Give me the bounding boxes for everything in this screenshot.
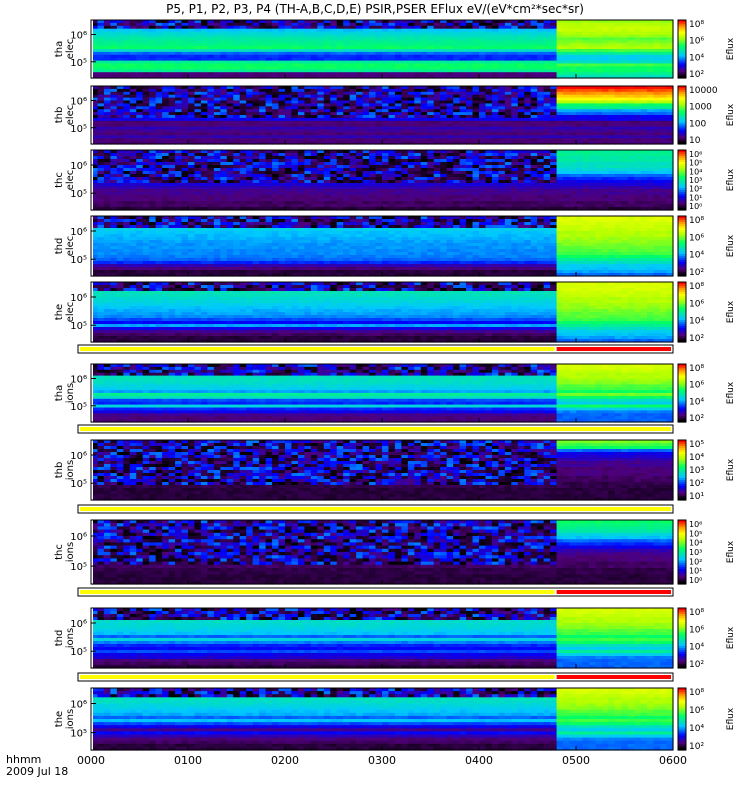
- colorbar-tick-label: 1000: [689, 103, 712, 113]
- heatmap-cells: [91, 86, 674, 145]
- panel-species-label: elec: [65, 39, 76, 60]
- panel-probe-label: thb: [54, 107, 65, 124]
- colorbar-label: Eflux: [726, 103, 736, 126]
- heatmap-cells: [91, 20, 674, 79]
- colorbar-tick-label: 10²: [689, 70, 704, 80]
- colorbar-tick-label: 10⁶: [689, 37, 704, 47]
- colorbar-tick-label: 10⁴: [689, 53, 704, 63]
- colorbar-tick-label: 10: [689, 136, 701, 146]
- colorbar: 10⁸ 10⁶ 10⁴ 10² Eflux: [678, 20, 736, 80]
- colorbar-tick-label: 100: [689, 119, 706, 129]
- colorbar-label: Eflux: [726, 37, 736, 60]
- colorbar-tick-label: 10⁸: [689, 20, 704, 30]
- heatmap-cells: [91, 150, 674, 211]
- colorbar-tick-label: 10000: [689, 86, 718, 96]
- panel-species-label: elec: [65, 105, 76, 126]
- colorbar: 10000 1000 100 10 Eflux: [678, 86, 736, 146]
- figure-title: P5, P1, P2, P3, P4 (TH-A,B,C,D,E) PSIR,P…: [166, 2, 584, 16]
- panel-probe-label: tha: [54, 41, 65, 57]
